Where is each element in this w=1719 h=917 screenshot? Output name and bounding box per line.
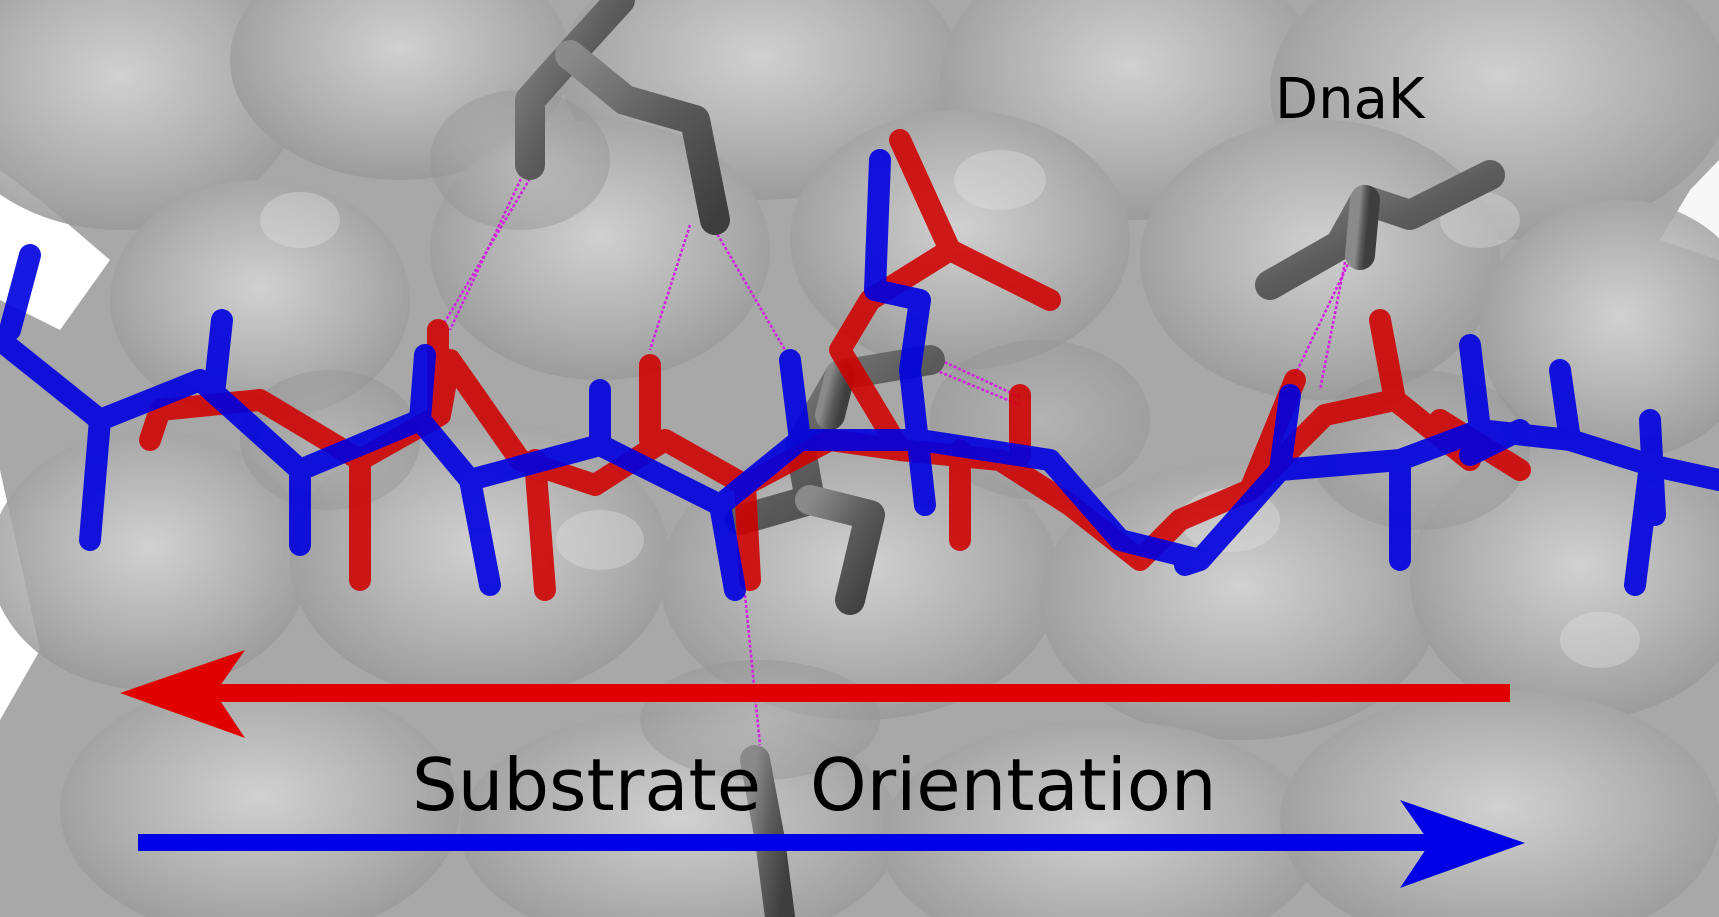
blue-sidechain (1269, 384, 1301, 481)
hbond (648, 224, 692, 351)
dnak-label: DnaK (1275, 67, 1426, 132)
red-sidechain (889, 129, 961, 261)
blue-sidechain (1639, 409, 1666, 526)
blue-sidechain (0, 244, 41, 341)
dnak-residue (1345, 185, 1380, 270)
blue-sidechain (1174, 549, 1211, 576)
blue-sidechain (1459, 419, 1531, 466)
hydrogen-bonds (438, 169, 1352, 746)
red-orientation-arrow (120, 650, 1510, 738)
red-sidechain (139, 399, 171, 451)
hbond (743, 594, 762, 746)
blue-sidechain (204, 309, 233, 396)
dnak-residue (515, 0, 635, 180)
blue-sidechain (1549, 359, 1581, 451)
blue-sidechain (864, 279, 936, 516)
hbond (1318, 261, 1347, 391)
red-sidechain (734, 474, 761, 591)
red-sidechain (524, 449, 556, 601)
orientation-label-substrate: Substrate (412, 743, 761, 827)
blue-sidechain (1459, 334, 1491, 441)
red-sidechain (1369, 309, 1406, 411)
dnak-residue (555, 40, 730, 235)
hbond (448, 169, 527, 331)
hbond (713, 229, 787, 351)
blue-sidechain (409, 344, 436, 431)
dnak-residue (815, 360, 855, 430)
blue-sidechain (709, 494, 746, 601)
blue-sidechain (864, 149, 891, 301)
blue-sidechain (779, 349, 811, 451)
red-sidechain (829, 239, 1061, 461)
substrate-blue (0, 149, 1719, 601)
hbond (438, 169, 537, 331)
blue-sidechain (79, 409, 111, 551)
blue-sidechain (459, 469, 501, 596)
dnak-residue (795, 485, 885, 615)
hbond (939, 358, 1023, 400)
orientation-label-orientation: Orientation (810, 743, 1216, 827)
blue-orientation-arrow (138, 800, 1525, 888)
hbond (934, 368, 1021, 407)
